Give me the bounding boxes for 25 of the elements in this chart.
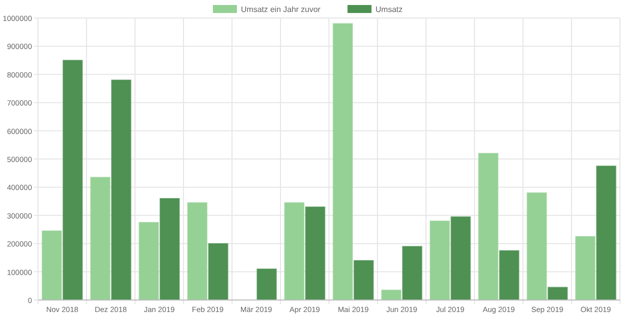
- bar: [354, 260, 374, 300]
- bar: [332, 23, 353, 300]
- bar: [430, 220, 450, 300]
- bar: [138, 222, 159, 300]
- legend-label: Umsatz ein Jahr zuvor: [240, 5, 321, 14]
- bar: [499, 250, 520, 300]
- bar: [111, 80, 132, 300]
- bar: [62, 60, 83, 300]
- legend-label: Umsatz: [376, 5, 403, 14]
- bar: [402, 246, 422, 300]
- bar: [90, 176, 110, 300]
- bar: [575, 236, 596, 300]
- bar: [381, 290, 402, 300]
- bar: [256, 268, 277, 300]
- bar: [160, 198, 180, 300]
- bar: [526, 192, 547, 300]
- bar: [284, 202, 304, 300]
- bar: [208, 243, 228, 300]
- bar: [478, 152, 498, 300]
- bar: [548, 286, 568, 300]
- bar: [42, 230, 62, 300]
- bar: [450, 216, 471, 300]
- bar: [305, 206, 326, 300]
- bar: [187, 202, 208, 300]
- bar: [596, 166, 616, 300]
